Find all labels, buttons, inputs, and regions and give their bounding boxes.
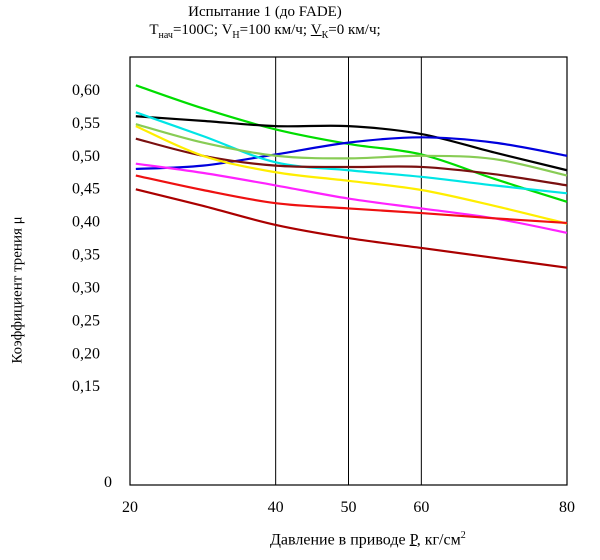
y-tick-label-zero: 0 <box>104 474 112 491</box>
x-axis-label: Давление в приводе P, кг/см2 <box>270 530 466 549</box>
plot-frame <box>129 56 568 486</box>
vn-value: =100 км/ч; <box>239 22 311 38</box>
series-line-10 <box>135 188 568 269</box>
y-tick-label: 0,60 <box>72 82 100 99</box>
x-tick-label: 60 <box>413 499 429 516</box>
y-tick-label: 0,40 <box>72 214 100 231</box>
y-tick-label: 0,15 <box>72 378 100 395</box>
series-line-2 <box>135 115 568 172</box>
series-line-3 <box>135 136 568 171</box>
x-axis-unit: , кг/см <box>416 531 461 549</box>
y-tick-label: 0,25 <box>72 312 100 329</box>
t-sub: нач <box>158 30 173 41</box>
vn-sub: Н <box>232 30 240 41</box>
series-line-1 <box>135 84 568 203</box>
series-line-4 <box>135 111 568 195</box>
x-tick-label: 40 <box>268 499 284 516</box>
series-line-6 <box>135 137 568 187</box>
t-value: =100C; <box>172 22 222 38</box>
y-tick-label: 0,55 <box>72 115 100 132</box>
y-tick-label: 0,50 <box>72 148 100 165</box>
x-tick-label: 20 <box>122 499 138 516</box>
series-line-5 <box>135 123 568 177</box>
t-label: T <box>149 22 159 38</box>
series-line-7 <box>135 125 568 225</box>
vk-sub: К <box>321 30 329 41</box>
y-axis-label: Коэффициент трения μ <box>9 216 26 364</box>
x-axis-label-text: Давление в приводе <box>270 531 410 549</box>
chart-subtitle: Tнач=100C; VН=100 км/ч; VК=0 км/ч; <box>0 22 530 41</box>
y-tick-label: 0,30 <box>72 279 100 296</box>
chart-title: Испытание 1 (до FADE) <box>188 4 342 20</box>
x-tick-label: 50 <box>341 499 357 516</box>
series-line-8 <box>135 162 568 234</box>
vk-value: =0 км/ч; <box>328 22 381 38</box>
vk-label: V <box>310 22 322 38</box>
x-tick-label: 80 <box>559 499 575 516</box>
series-line-9 <box>135 174 568 225</box>
y-tick-label: 0,20 <box>72 345 100 362</box>
vn-label: V <box>221 22 233 38</box>
y-tick-label: 0,45 <box>72 181 100 198</box>
x-axis-var: P <box>409 531 417 549</box>
y-tick-label: 0,35 <box>72 247 100 264</box>
x-axis-unit-sup: 2 <box>460 530 466 541</box>
